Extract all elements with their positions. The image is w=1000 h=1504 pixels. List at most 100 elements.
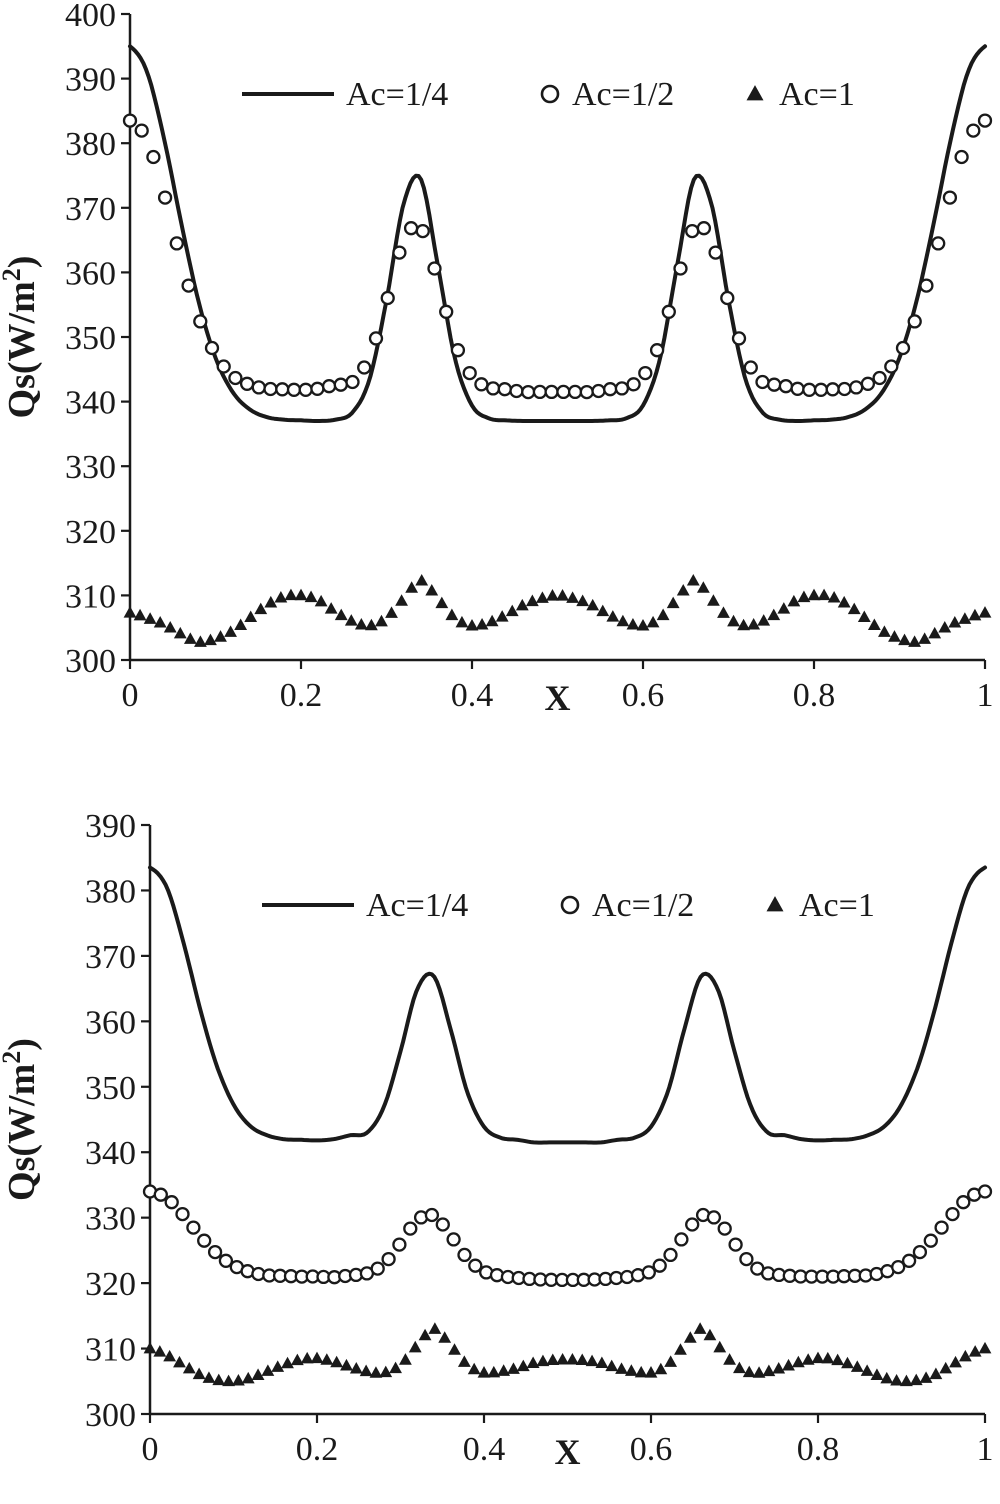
triangle-marker [654,1362,668,1375]
circle-marker [544,384,559,400]
triangle-marker [418,1328,432,1341]
y-tick-label: 320 [65,514,116,551]
legend-label: Ac=1/2 [572,76,674,113]
circle-marker [731,331,747,346]
triangle-marker [860,1364,874,1376]
triangle-marker [222,1374,235,1387]
circle-marker [497,382,512,397]
x-tick-label: 0 [142,1431,159,1468]
triangle-marker [304,590,318,603]
circle-marker [728,1237,743,1252]
circle-marker [614,381,630,396]
triangle-marker [264,595,278,608]
triangle-marker [214,630,227,642]
triangle-marker [133,608,147,621]
triangle-marker [703,1328,717,1341]
triangle-marker [626,618,640,630]
legend-item: Ac=1/2 [560,887,694,924]
triangle-marker [566,1352,579,1365]
circle-marker [157,190,173,205]
triangle-marker [487,1365,501,1378]
y-tick-label: 380 [85,873,136,910]
circle-marker [872,370,887,386]
legend-label: Ac=1/4 [346,76,448,113]
triangle-marker [605,1359,619,1372]
triangle-marker [359,1364,373,1377]
circle-marker [919,278,934,293]
triangle-marker [467,1362,481,1375]
x-tick-label: 0.2 [280,677,323,714]
circle-marker [357,360,372,375]
triangle-marker [163,621,177,633]
circle-marker [706,1210,722,1225]
circle-marker [901,1253,917,1268]
triangle-marker [399,1353,412,1365]
triangle-marker [656,608,670,621]
triangle-marker [153,615,167,628]
y-tick-label: 330 [65,449,116,486]
circle-marker [663,1247,678,1263]
triangle-marker [900,1374,913,1387]
series-circle-ac-1-2 [122,113,993,400]
y-tick-label: 400 [65,0,116,34]
triangle-marker [742,1365,756,1378]
triangle-marker [928,626,942,639]
triangle-marker [163,1349,177,1362]
triangle-marker [536,591,549,603]
triangle-marker [767,608,781,621]
triangle-marker [949,1355,962,1368]
triangle-marker [782,1358,795,1371]
circle-marker [942,190,958,205]
circle-marker [717,1221,732,1236]
triangle-marker [241,1371,255,1384]
circle-marker [912,1244,928,1260]
circle-marker [907,314,922,329]
triangle-marker [445,608,459,621]
circle-marker [474,377,489,392]
circle-marker [802,382,817,397]
triangle-marker [837,595,851,608]
circle-marker [884,359,899,374]
triangle-marker [477,1366,491,1378]
y-tick-label: 320 [85,1266,136,1303]
triangle-marker [497,1364,511,1376]
triangle-marker [385,606,398,618]
circle-marker [370,1261,385,1276]
triangle-marker [344,614,358,626]
triangle-marker [968,1345,982,1357]
triangle-marker [811,1351,825,1364]
triangle-marker [515,598,529,611]
x-tick-label: 0 [122,677,139,714]
triangle-marker [546,589,559,601]
triangle-marker [918,632,932,644]
y-tick-label: 310 [65,578,116,615]
circle-marker [790,381,805,396]
legend-label: Ac=1 [779,76,855,113]
circle-marker [509,383,524,399]
triangle-marker [615,1362,628,1374]
triangle-marker [939,1361,953,1374]
legend: Ac=1/4 Ac=1/2 Ac=1 [262,887,875,924]
series-triangle-ac-1 [143,1322,992,1387]
y-tick-label: 300 [85,1397,136,1434]
triangle-marker [153,1345,167,1357]
x-axis-title: X [545,678,571,718]
circle-marker [439,304,454,319]
triangle-marker [978,1341,992,1354]
circle-marker [837,381,852,397]
circle-marker [321,379,337,394]
triangle-marker [244,610,258,623]
circle-marker [641,1265,656,1280]
circle-marker [652,1258,667,1273]
triangle-marker [182,1361,196,1374]
circle-marker [891,1259,906,1275]
circle-marker [368,331,384,346]
triangle-marker [576,594,590,607]
triangle-marker [827,590,841,603]
triangle-marker [693,1322,707,1334]
triangle-marker [646,615,660,628]
circle-marker [286,382,302,397]
bottom-chart-canvas: 300 310 320 330 340 350 360 370 380 390 0 0.2 0.4 0.6… [0,808,994,1472]
triangle-marker [624,1364,638,1376]
triangle-marker [516,1359,530,1372]
